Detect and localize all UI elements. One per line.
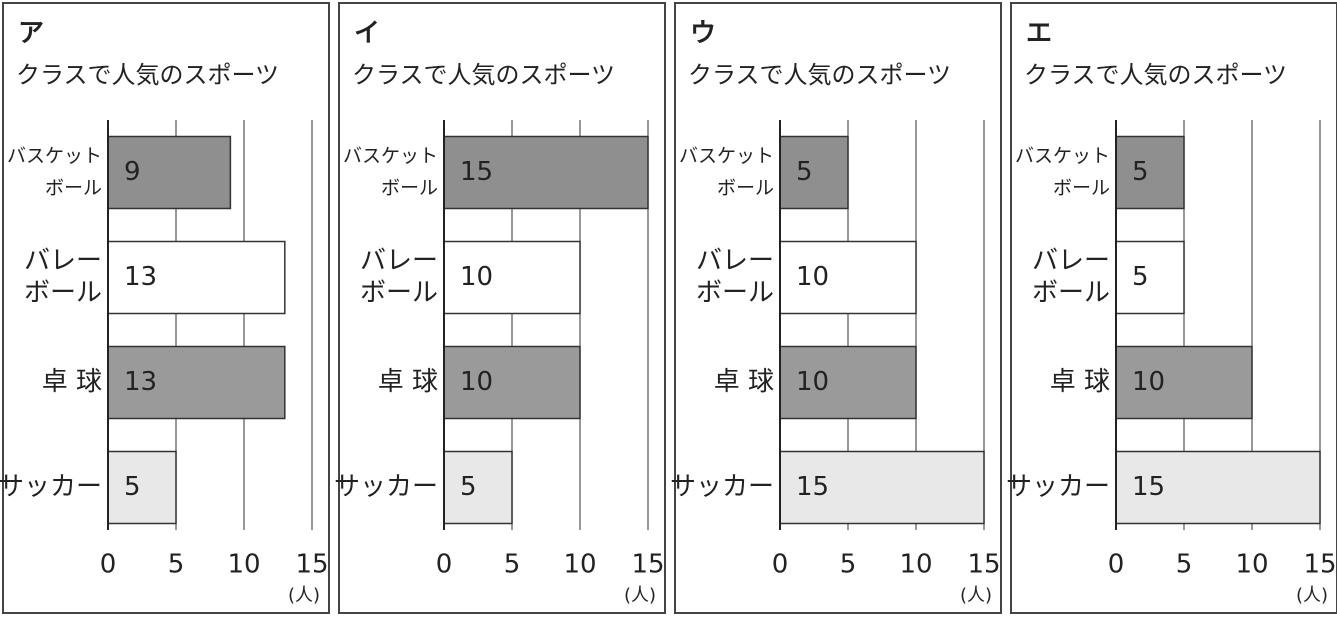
x-tick-label: 0	[772, 550, 789, 580]
x-tick-label: 15	[295, 550, 328, 580]
panel-border	[1010, 2, 1337, 614]
value-label: 13	[124, 367, 157, 397]
y-tick-label: ボール	[1032, 278, 1110, 308]
value-label: 5	[1132, 262, 1149, 292]
panel-label: ア	[18, 19, 44, 49]
bar	[779, 135, 849, 210]
bar	[443, 240, 581, 315]
panel-label: イ	[354, 19, 380, 49]
y-tick-label: サッカー	[334, 472, 438, 502]
y-tick-label: ボール	[696, 278, 774, 308]
y-tick-label: 卓 球	[714, 367, 774, 397]
x-tick-label: 15	[1303, 550, 1336, 580]
bar	[107, 135, 232, 210]
x-axis-unit: (人)	[960, 585, 992, 606]
y-tick-label: バスケット	[343, 145, 438, 167]
bar	[779, 345, 917, 420]
x-tick-label: 5	[504, 550, 521, 580]
y-tick-label: ボール	[381, 177, 438, 199]
chart-title: クラスで人気のスポーツ	[352, 61, 615, 89]
y-tick-label: バレー	[696, 246, 774, 276]
bar	[1115, 135, 1185, 210]
value-label: 15	[1132, 472, 1165, 502]
bar	[107, 345, 286, 420]
chart-title: クラスで人気のスポーツ	[1024, 61, 1287, 89]
y-tick-label: バレー	[360, 246, 438, 276]
x-tick-label: 0	[1108, 550, 1125, 580]
panel-label: ウ	[690, 19, 716, 49]
x-tick-label: 10	[563, 550, 596, 580]
value-label: 5	[1132, 157, 1149, 187]
x-tick-label: 10	[899, 550, 932, 580]
x-tick-label: 10	[227, 550, 260, 580]
y-tick-label: サッカー	[1006, 472, 1110, 502]
y-tick-label: サッカー	[670, 472, 774, 502]
bar	[1115, 240, 1185, 315]
value-label: 10	[460, 367, 493, 397]
y-tick-label: 卓 球	[1050, 367, 1110, 397]
x-tick-label: 5	[840, 550, 857, 580]
y-tick-label: バレー	[1032, 246, 1110, 276]
x-tick-label: 15	[967, 550, 1000, 580]
x-tick-label: 0	[100, 550, 117, 580]
y-tick-label: バスケット	[7, 145, 102, 167]
y-tick-label: ボール	[360, 278, 438, 308]
x-axis-unit: (人)	[624, 585, 656, 606]
value-label: 5	[124, 472, 141, 502]
value-label: 10	[796, 262, 829, 292]
panel-label: エ	[1026, 19, 1052, 49]
panel-border	[338, 2, 666, 614]
value-label: 13	[124, 262, 157, 292]
y-tick-label: バスケット	[679, 145, 774, 167]
y-tick-label: 卓 球	[378, 367, 438, 397]
y-tick-label: ボール	[717, 177, 774, 199]
chart-title: クラスで人気のスポーツ	[688, 61, 951, 89]
x-axis-unit: (人)	[288, 585, 320, 606]
value-label: 5	[796, 157, 813, 187]
panel-border	[2, 2, 330, 614]
x-tick-label: 5	[168, 550, 185, 580]
bar	[1115, 345, 1253, 420]
y-tick-label: ボール	[45, 177, 102, 199]
bar	[443, 135, 649, 210]
y-tick-label: バスケット	[1015, 145, 1110, 167]
value-label: 15	[460, 157, 493, 187]
y-tick-label: 卓 球	[42, 367, 102, 397]
value-label: 10	[796, 367, 829, 397]
value-label: 9	[124, 157, 141, 187]
y-tick-label: ボール	[24, 278, 102, 308]
bar	[779, 450, 985, 525]
y-tick-label: バレー	[24, 246, 102, 276]
x-tick-label: 5	[1176, 550, 1193, 580]
bar	[1115, 450, 1321, 525]
y-tick-label: ボール	[1053, 177, 1110, 199]
x-tick-label: 15	[631, 550, 664, 580]
y-tick-label: サッカー	[0, 472, 102, 502]
bar	[443, 450, 513, 525]
bar	[107, 450, 177, 525]
x-tick-label: 0	[436, 550, 453, 580]
value-label: 10	[460, 262, 493, 292]
bar	[779, 240, 917, 315]
x-axis-unit: (人)	[1296, 585, 1328, 606]
bar	[107, 240, 286, 315]
x-tick-label: 10	[1235, 550, 1268, 580]
value-label: 10	[1132, 367, 1165, 397]
value-label: 15	[796, 472, 829, 502]
value-label: 5	[460, 472, 477, 502]
panel-border	[674, 2, 1002, 614]
chart-title: クラスで人気のスポーツ	[16, 61, 279, 89]
